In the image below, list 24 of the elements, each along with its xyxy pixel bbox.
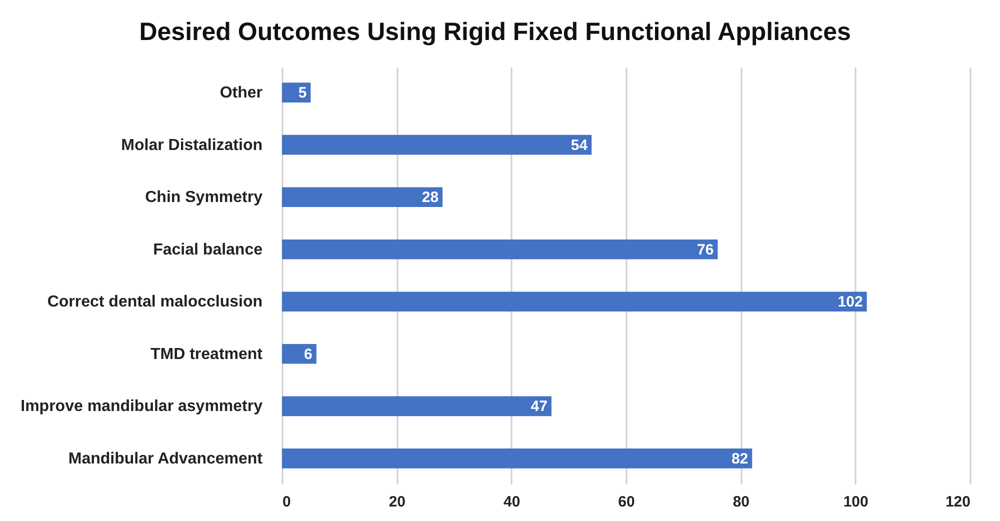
chart-title: Desired Outcomes Using Rigid Fixed Functional Appliances [139, 18, 851, 46]
data-label: 47 [530, 398, 548, 416]
x-tick-label: 120 [945, 494, 970, 510]
x-tick-label: 100 [843, 494, 868, 510]
data-label: 102 [838, 294, 863, 311]
y-tick-label: TMD treatment [150, 346, 264, 363]
x-tick-label: 20 [388, 494, 406, 510]
x-tick-label: 60 [618, 494, 635, 510]
x-tick-label: 80 [732, 494, 750, 510]
y-tick-label: Chin Symmetry [145, 189, 263, 206]
x-tick-label: 40 [503, 494, 520, 510]
data-label: 82 [731, 450, 748, 468]
data-label: 5 [298, 84, 307, 102]
y-tick-label: Other [220, 84, 262, 102]
y-tick-label: Molar Distalization [121, 136, 262, 154]
y-tick-label: Mandibular Advancement [68, 450, 264, 468]
data-label: 76 [697, 241, 714, 258]
y-tick-label: Correct dental malocclusion [47, 294, 262, 311]
data-label: 54 [570, 136, 588, 154]
data-label: 28 [422, 189, 439, 206]
y-tick-label: Facial balance [153, 241, 263, 258]
x-tick-label: 0 [282, 494, 291, 510]
data-label: 6 [304, 346, 312, 363]
y-tick-label: Improve mandibular asymmetry [20, 398, 263, 416]
